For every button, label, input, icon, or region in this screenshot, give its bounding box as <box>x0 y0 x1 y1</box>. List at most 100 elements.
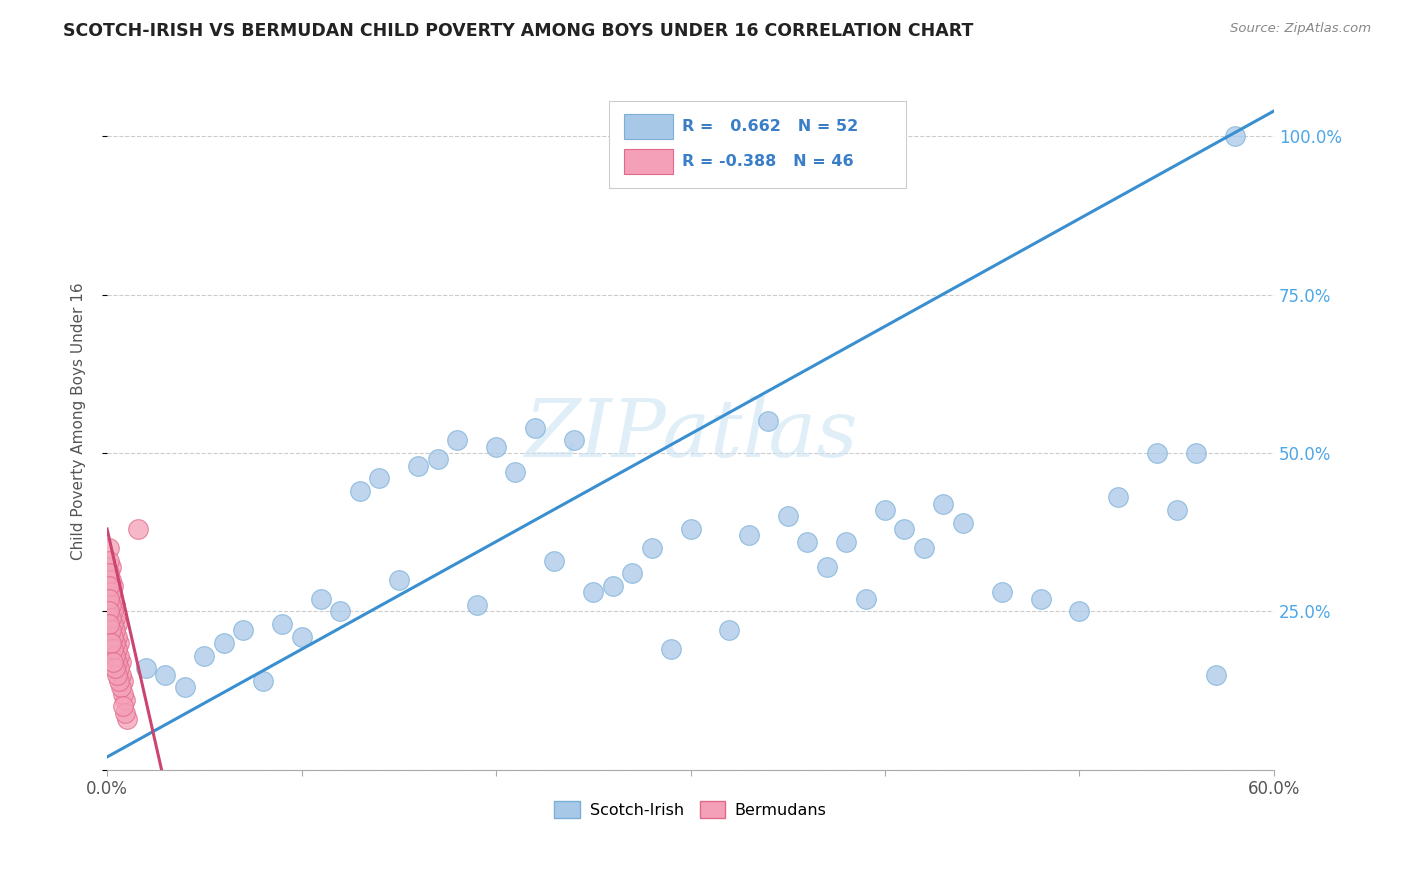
Point <box>406 458 429 473</box>
Point <box>582 585 605 599</box>
Point <box>738 528 761 542</box>
Point <box>100 585 122 599</box>
Point <box>100 573 122 587</box>
Point <box>562 434 585 448</box>
Point <box>1107 491 1129 505</box>
Text: ZIPatlas: ZIPatlas <box>524 397 858 474</box>
Point <box>104 648 127 663</box>
Point <box>98 591 121 606</box>
Point <box>523 420 546 434</box>
Point <box>101 617 124 632</box>
Point <box>98 566 121 581</box>
Point <box>107 636 129 650</box>
Point <box>232 624 254 638</box>
Point <box>110 681 132 695</box>
Point <box>111 673 134 688</box>
Point <box>756 414 779 428</box>
Point <box>101 579 124 593</box>
Point <box>104 598 127 612</box>
Point <box>212 636 235 650</box>
Y-axis label: Child Poverty Among Boys Under 16: Child Poverty Among Boys Under 16 <box>72 283 86 560</box>
Point <box>855 591 877 606</box>
Point <box>1166 503 1188 517</box>
Point <box>388 573 411 587</box>
Point <box>105 617 128 632</box>
Point <box>105 642 128 657</box>
Point <box>98 604 121 618</box>
Point <box>98 541 121 555</box>
Point <box>155 667 177 681</box>
FancyBboxPatch shape <box>624 149 673 174</box>
Point <box>127 522 149 536</box>
Legend: Scotch-Irish, Bermudans: Scotch-Irish, Bermudans <box>548 795 832 824</box>
Point <box>1069 604 1091 618</box>
Point <box>659 642 682 657</box>
Point <box>349 483 371 498</box>
FancyBboxPatch shape <box>609 101 907 188</box>
Point <box>104 636 127 650</box>
Point <box>543 554 565 568</box>
Point <box>98 554 121 568</box>
Text: R = -0.388   N = 46: R = -0.388 N = 46 <box>682 154 853 169</box>
FancyBboxPatch shape <box>624 114 673 139</box>
Point <box>952 516 974 530</box>
Point <box>1205 667 1227 681</box>
Point <box>932 497 955 511</box>
Point <box>1029 591 1052 606</box>
Point <box>1146 446 1168 460</box>
Point <box>252 673 274 688</box>
Point <box>101 591 124 606</box>
Point <box>485 440 508 454</box>
Point <box>101 630 124 644</box>
Point <box>290 630 312 644</box>
Point <box>505 465 527 479</box>
Point <box>100 636 122 650</box>
Point <box>101 655 124 669</box>
Point <box>621 566 644 581</box>
Point <box>776 509 799 524</box>
Point <box>104 610 127 624</box>
Point <box>104 624 127 638</box>
Point <box>796 534 818 549</box>
Point <box>115 712 138 726</box>
Point <box>105 630 128 644</box>
Point <box>107 661 129 675</box>
Point <box>105 655 128 669</box>
Point <box>110 667 132 681</box>
Point <box>990 585 1012 599</box>
Point <box>640 541 662 555</box>
Point <box>98 579 121 593</box>
Point <box>193 648 215 663</box>
Point <box>718 624 741 638</box>
Point <box>368 471 391 485</box>
Point <box>107 673 129 688</box>
Point <box>111 687 134 701</box>
Point <box>100 560 122 574</box>
Text: Source: ZipAtlas.com: Source: ZipAtlas.com <box>1230 22 1371 36</box>
Point <box>446 434 468 448</box>
Point <box>271 617 294 632</box>
Point <box>1185 446 1208 460</box>
Point <box>835 534 858 549</box>
Text: SCOTCH-IRISH VS BERMUDAN CHILD POVERTY AMONG BOYS UNDER 16 CORRELATION CHART: SCOTCH-IRISH VS BERMUDAN CHILD POVERTY A… <box>63 22 973 40</box>
Point <box>1223 129 1246 144</box>
Point <box>873 503 896 517</box>
Point <box>135 661 157 675</box>
Point <box>893 522 915 536</box>
Point <box>602 579 624 593</box>
Point <box>100 610 122 624</box>
Point <box>465 598 488 612</box>
Point <box>100 598 122 612</box>
Point <box>815 560 838 574</box>
Point <box>101 642 124 657</box>
Point <box>98 617 121 632</box>
Point <box>912 541 935 555</box>
Text: R =   0.662   N = 52: R = 0.662 N = 52 <box>682 120 859 134</box>
Point <box>309 591 332 606</box>
Point <box>329 604 352 618</box>
Point <box>114 706 136 720</box>
Point <box>105 667 128 681</box>
Point <box>104 661 127 675</box>
Point <box>114 693 136 707</box>
Point <box>110 655 132 669</box>
